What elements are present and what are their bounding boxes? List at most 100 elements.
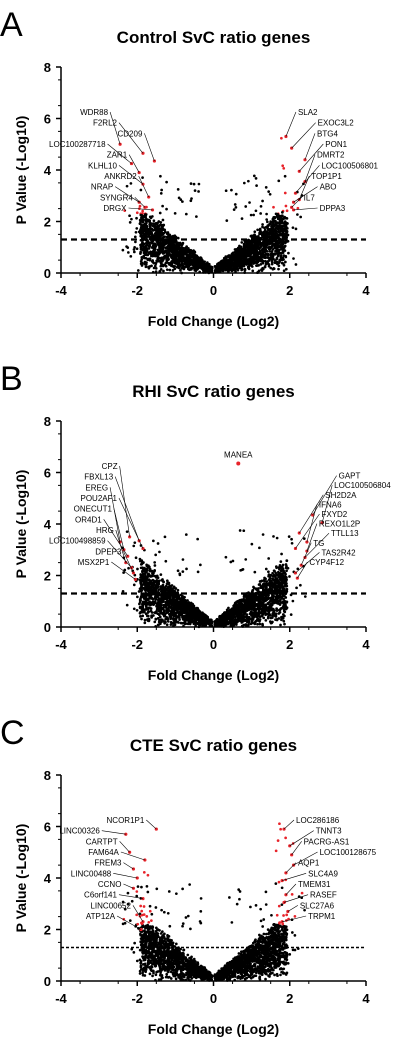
data-point (156, 576, 160, 580)
data-point (253, 230, 257, 234)
data-point (171, 242, 175, 246)
data-point (184, 260, 188, 263)
data-point (174, 256, 177, 260)
panel-letter: A (0, 6, 23, 44)
data-point (281, 601, 285, 605)
data-point (252, 236, 256, 239)
data-point (249, 240, 252, 244)
data-point (167, 242, 170, 246)
label-leader (134, 197, 146, 208)
data-point (263, 259, 267, 263)
data-point (245, 613, 249, 616)
data-point (257, 264, 260, 267)
data-point (150, 241, 154, 245)
data-point (158, 229, 162, 233)
data-point (181, 253, 185, 256)
data-point (235, 249, 239, 252)
data-point (271, 220, 275, 223)
data-point (200, 266, 203, 270)
data-point (160, 225, 164, 229)
data-point (225, 219, 229, 223)
data-point (181, 200, 184, 203)
gene-label: NRAP (91, 183, 113, 192)
label-leader (293, 207, 318, 211)
data-point (256, 622, 259, 626)
data-point (276, 245, 280, 249)
data-point (282, 247, 285, 250)
data-point (148, 567, 152, 571)
data-point (255, 184, 258, 187)
data-point (143, 618, 147, 622)
data-point (139, 232, 143, 236)
data-point (240, 621, 244, 624)
data-point (189, 182, 193, 185)
data-point (132, 583, 136, 587)
data-point (270, 262, 274, 266)
data-point (185, 263, 189, 267)
data-point (154, 245, 157, 248)
data-point (263, 265, 267, 268)
volcano-panel-b: B RHI SvC ratio genes 0 2 4 6 8 -4 -2 0 2 4 Fold Cha… (0, 354, 400, 708)
data-point (274, 212, 278, 216)
data-point (256, 245, 259, 249)
data-point (247, 623, 250, 627)
data-point (168, 585, 172, 589)
data-point (223, 622, 227, 626)
data-point (275, 240, 278, 244)
data-point (153, 264, 157, 268)
data-point (299, 583, 302, 587)
data-point (261, 623, 264, 627)
data-point (159, 268, 163, 271)
data-point (134, 230, 138, 234)
data-point (285, 227, 289, 230)
data-point (173, 211, 177, 215)
data-point (279, 560, 283, 563)
data-point (157, 252, 161, 256)
data-point (159, 248, 162, 251)
data-point (243, 252, 247, 256)
label-leader (128, 207, 153, 211)
gene-label: LOC100287718 (49, 140, 106, 149)
data-point (265, 234, 269, 238)
data-point (150, 233, 154, 236)
data-point (250, 263, 253, 267)
data-point (148, 215, 152, 219)
gene-label: EXOC3L2 (318, 119, 355, 128)
data-point (249, 249, 253, 253)
data-point (189, 255, 192, 259)
label-leader (304, 133, 316, 160)
data-point (121, 589, 125, 593)
data-point (258, 257, 261, 261)
data-point (274, 223, 278, 227)
data-point (181, 242, 184, 246)
data-point (285, 231, 288, 235)
data-point (125, 603, 129, 607)
data-point (189, 199, 193, 203)
data-point (283, 622, 286, 626)
data-point (177, 260, 181, 264)
data-point (254, 209, 258, 213)
data-point (266, 252, 270, 256)
data-point (284, 225, 288, 228)
data-point (172, 614, 176, 618)
data-point (165, 241, 169, 244)
data-point (158, 238, 162, 242)
data-point (158, 615, 162, 619)
data-point (278, 224, 282, 228)
data-point (273, 242, 277, 246)
data-point (261, 223, 264, 226)
data-point (206, 261, 209, 264)
data-point (258, 249, 262, 253)
data-point (265, 598, 269, 602)
data-point (237, 246, 241, 250)
data-point (230, 262, 234, 265)
data-point (179, 621, 183, 625)
data-point (283, 594, 286, 598)
data-point (270, 250, 274, 253)
data-point (143, 621, 147, 625)
data-point (281, 214, 284, 218)
data-point (279, 623, 282, 627)
data-point (136, 595, 139, 599)
data-point (186, 265, 190, 269)
data-point (246, 262, 250, 266)
